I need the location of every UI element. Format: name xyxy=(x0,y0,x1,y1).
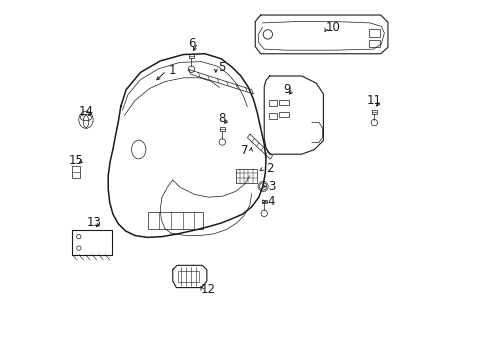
Bar xyxy=(368,40,379,46)
Text: 7: 7 xyxy=(240,144,248,157)
Text: 5: 5 xyxy=(218,60,225,73)
Bar xyxy=(268,100,276,107)
Bar xyxy=(72,166,80,178)
Text: 12: 12 xyxy=(201,283,216,296)
Text: 9: 9 xyxy=(283,83,290,96)
Bar xyxy=(268,113,276,119)
Bar xyxy=(278,100,288,105)
Bar xyxy=(147,212,203,229)
Text: 11: 11 xyxy=(366,94,381,107)
Bar xyxy=(178,271,199,282)
Bar xyxy=(278,112,288,117)
Bar xyxy=(368,29,379,37)
Text: 3: 3 xyxy=(267,180,275,193)
Text: 6: 6 xyxy=(187,36,195,50)
Text: 10: 10 xyxy=(325,21,340,34)
Bar xyxy=(235,168,257,183)
Text: 15: 15 xyxy=(69,154,83,167)
Text: 2: 2 xyxy=(265,162,273,175)
Text: 8: 8 xyxy=(218,112,225,125)
Text: 14: 14 xyxy=(79,105,93,118)
Text: 1: 1 xyxy=(169,64,176,77)
Bar xyxy=(72,230,112,255)
Text: 4: 4 xyxy=(267,195,275,208)
Text: 13: 13 xyxy=(86,216,101,229)
